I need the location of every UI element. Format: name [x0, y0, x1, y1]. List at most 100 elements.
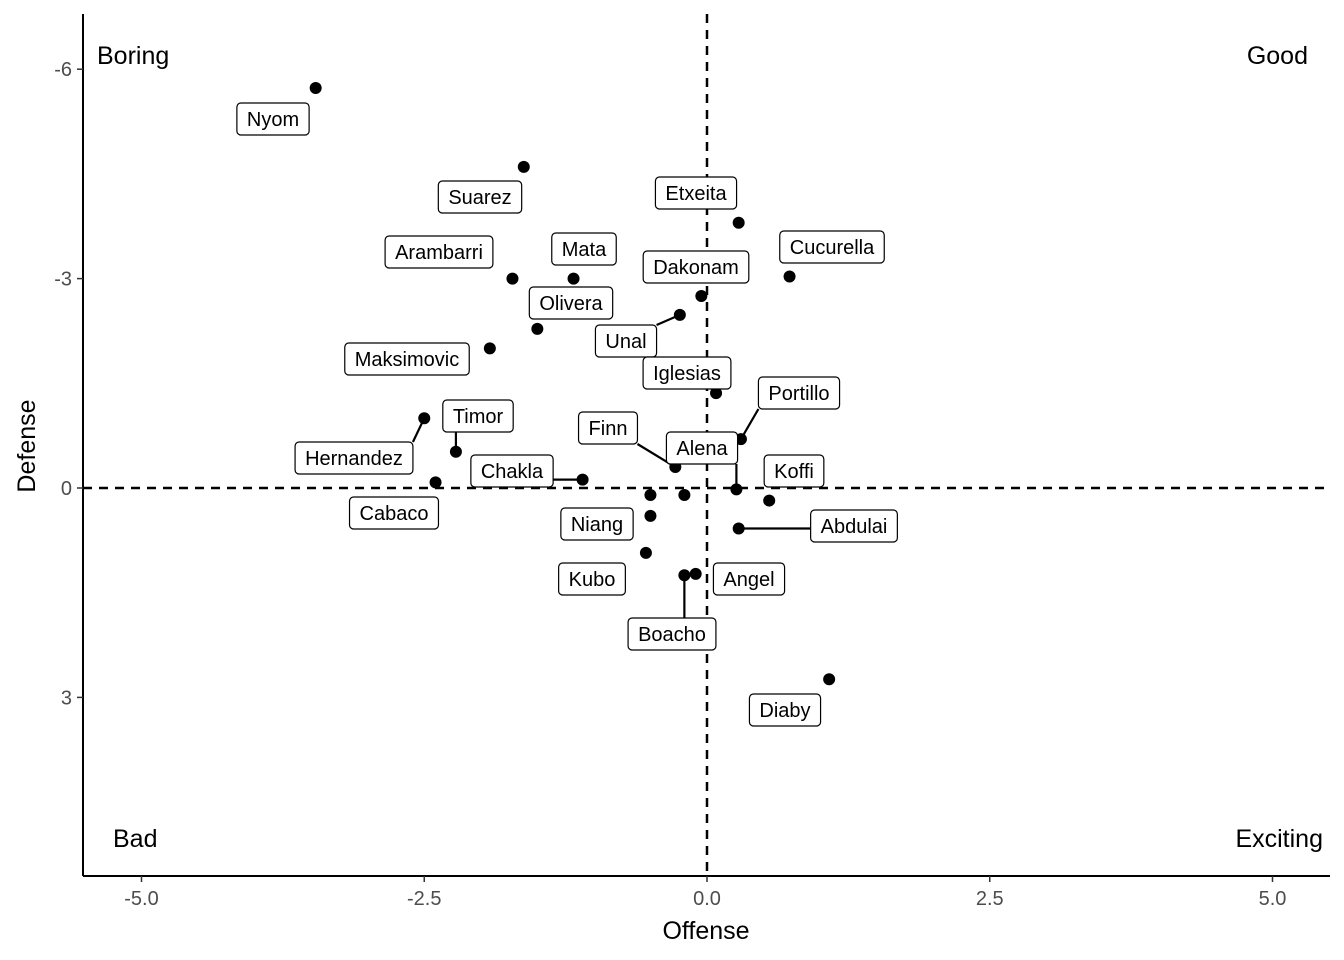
point-label: Boacho: [627, 617, 717, 651]
point-label: Arambarri: [384, 235, 494, 269]
point-label-text: Arambarri: [395, 242, 483, 264]
data-point: [644, 488, 657, 501]
point-label: Abdulai: [810, 509, 898, 543]
quadrant-label-bottom-right: Exciting: [1235, 825, 1323, 853]
point-label: Niang: [560, 507, 634, 541]
point-label-box: [470, 454, 554, 488]
point-label: Angel: [712, 562, 786, 596]
data-point: [517, 160, 530, 173]
point-label-box: [442, 399, 514, 433]
point-label-text: Hernandez: [305, 448, 403, 470]
x-tick-label: 0.0: [693, 888, 721, 910]
point-label: Diaby: [748, 693, 822, 727]
point-label: Cucurella: [779, 230, 885, 264]
point-label-text: Cabaco: [360, 503, 429, 525]
point-label: Mata: [551, 232, 617, 266]
data-point: [710, 387, 723, 400]
point-label-text: Mata: [562, 239, 607, 261]
point-label-box: [810, 509, 898, 543]
quadrant-label-bottom-left: Bad: [113, 825, 157, 853]
point-label-text: Nyom: [247, 109, 299, 131]
data-points: [309, 82, 836, 686]
point-label-box: [763, 454, 825, 488]
point-label: Iglesias: [642, 356, 732, 390]
point-label: Dakonam: [642, 250, 750, 284]
data-point: [418, 412, 431, 425]
point-label: Portillo: [757, 376, 841, 410]
point-label-box: [757, 376, 841, 410]
point-label-text: Maksimovic: [355, 349, 459, 371]
point-label-text: Alena: [676, 438, 728, 460]
point-label: Maksimovic: [344, 342, 470, 376]
point-label-box: [344, 342, 470, 376]
point-label-box: [294, 441, 414, 475]
data-point: [763, 494, 776, 507]
quadrant-label-top-right: Good: [1247, 42, 1308, 70]
point-label-box: [384, 235, 494, 269]
point-label: Unal: [594, 324, 658, 358]
point-label: Alena: [665, 431, 739, 465]
data-point: [823, 673, 836, 686]
point-label-text: Niang: [571, 514, 623, 536]
point-label: Kubo: [558, 562, 626, 596]
point-label: Etxeita: [654, 176, 738, 210]
y-tick-label: -3: [54, 269, 72, 291]
data-point: [309, 82, 322, 95]
y-tick-label: 3: [61, 687, 72, 709]
point-label-box: [642, 250, 750, 284]
point-labels: Nyom Suarez Etxeita Cucurella Arambarri Mata D…: [236, 102, 898, 727]
data-point: [506, 272, 519, 285]
point-label-box: [654, 176, 738, 210]
point-label: Suarez: [437, 180, 523, 214]
point-label-box: [528, 286, 614, 320]
point-label: Finn: [577, 411, 639, 445]
point-label-box: [558, 562, 626, 596]
y-tick-label: 0: [61, 478, 72, 500]
x-tick-label: 5.0: [1259, 888, 1287, 910]
point-label-text: Koffi: [774, 461, 814, 483]
point-label-text: Finn: [589, 418, 628, 440]
point-label-box: [560, 507, 634, 541]
point-label-box: [712, 562, 786, 596]
point-label-box: [348, 496, 440, 530]
point-label-text: Boacho: [638, 624, 706, 646]
point-label-box: [665, 431, 739, 465]
point-label-text: Cucurella: [790, 237, 875, 259]
data-point: [639, 546, 652, 559]
point-label-text: Olivera: [539, 293, 603, 315]
data-point: [429, 476, 442, 489]
data-point: [449, 445, 462, 458]
point-label: Koffi: [763, 454, 825, 488]
point-label-text: Diaby: [759, 700, 810, 722]
point-label: Olivera: [528, 286, 614, 320]
point-label-box: [627, 617, 717, 651]
point-label-text: Chakla: [481, 461, 544, 483]
point-label-text: Etxeita: [665, 183, 727, 205]
data-point: [732, 216, 745, 229]
data-point: [531, 322, 544, 335]
point-label-box: [748, 693, 822, 727]
point-label-box: [437, 180, 523, 214]
point-label: Nyom: [236, 102, 310, 136]
quadrant-labels: Boring Good Bad Exciting: [97, 42, 1323, 853]
data-point: [730, 483, 743, 496]
data-point: [678, 488, 691, 501]
point-label-text: Angel: [723, 569, 774, 591]
data-point: [576, 473, 589, 486]
data-point: [689, 567, 702, 580]
point-label-text: Timor: [453, 406, 504, 428]
point-label-text: Abdulai: [821, 516, 888, 538]
y-axis-title: Defense: [13, 399, 41, 492]
point-label-box: [642, 356, 732, 390]
point-label: Hernandez: [294, 441, 414, 475]
data-point: [644, 509, 657, 522]
x-tick-label: 2.5: [976, 888, 1004, 910]
axis-ticks: -5.0 -2.5 0.0 2.5 5.0 -6 -3 0 3: [54, 59, 1286, 910]
point-label-text: Dakonam: [653, 257, 739, 279]
data-point: [567, 272, 580, 285]
data-point: [695, 290, 708, 303]
x-axis-title: Offense: [662, 917, 749, 945]
x-tick-label: -5.0: [124, 888, 158, 910]
point-label-text: Portillo: [768, 383, 829, 405]
